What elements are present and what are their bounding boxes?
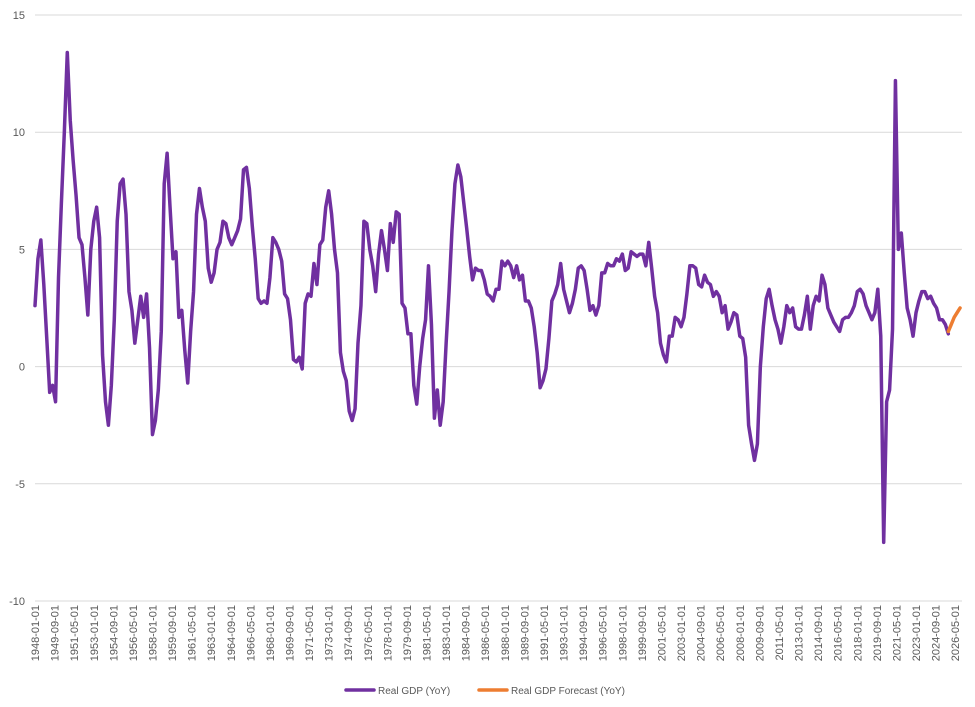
x-tick-label: 1968-01-01 — [265, 605, 277, 661]
x-tick-label: 2026-05-01 — [950, 605, 962, 661]
x-tick-label: 1996-05-01 — [598, 605, 610, 661]
x-tick-label: 2018-01-01 — [852, 605, 864, 661]
x-tick-label: 1983-01-01 — [441, 605, 453, 661]
x-tick-label: 1989-09-01 — [519, 605, 531, 661]
y-tick-label: 15 — [13, 10, 25, 22]
x-tick-label: 2016-05-01 — [833, 605, 845, 661]
series-line-1 — [946, 306, 962, 334]
x-tick-label: 1973-01-01 — [324, 605, 336, 661]
x-tick-label: 1986-05-01 — [480, 605, 492, 661]
x-tick-label: 2024-09-01 — [931, 605, 943, 661]
x-tick-label: 1961-05-01 — [187, 605, 199, 661]
x-tick-label: 2003-01-01 — [676, 605, 688, 661]
x-tick-label: 1969-09-01 — [285, 605, 297, 661]
x-tick-label: 1954-09-01 — [108, 605, 120, 661]
x-tick-label: 1959-09-01 — [167, 605, 179, 661]
x-tick-label: 1991-05-01 — [539, 605, 551, 661]
x-tick-label: 1963-01-01 — [206, 605, 218, 661]
x-axis-tick-labels: 1948-01-01 1949-09-01 1951-05-01 1953-01-01… — [30, 605, 962, 661]
x-tick-label: 1979-09-01 — [402, 605, 414, 661]
x-tick-label: 2004-09-01 — [696, 605, 708, 661]
x-tick-label: 1953-01-01 — [89, 605, 101, 661]
x-tick-label: 1981-05-01 — [422, 605, 434, 661]
x-tick-label: 1988-01-01 — [500, 605, 512, 661]
x-tick-label: 2006-05-01 — [715, 605, 727, 661]
legend-label: Real GDP (YoY) — [378, 686, 450, 697]
series-lines — [33, 50, 962, 545]
x-tick-label: 1998-01-01 — [617, 605, 629, 661]
series-line-0 — [33, 50, 951, 545]
x-tick-label: 2021-05-01 — [891, 605, 903, 661]
x-tick-label: 1966-05-01 — [245, 605, 257, 661]
x-tick-label: 1993-01-01 — [559, 605, 571, 661]
x-tick-label: 1976-05-01 — [363, 605, 375, 661]
y-tick-label: 5 — [19, 244, 25, 256]
x-tick-label: 1956-05-01 — [128, 605, 140, 661]
legend-label: Real GDP Forecast (YoY) — [511, 686, 625, 697]
x-tick-label: 2008-01-01 — [735, 605, 747, 661]
x-tick-label: 2014-09-01 — [813, 605, 825, 661]
y-tick-label: -10 — [9, 596, 25, 608]
x-tick-label: 1958-01-01 — [147, 605, 159, 661]
x-tick-label: 1971-05-01 — [304, 605, 316, 661]
x-tick-label: 1974-09-01 — [343, 605, 355, 661]
y-tick-label: 10 — [13, 127, 25, 139]
x-tick-label: 1951-05-01 — [69, 605, 81, 661]
y-tick-label: 0 — [19, 362, 25, 374]
x-tick-label: 2023-01-01 — [911, 605, 923, 661]
x-tick-label: 2019-09-01 — [872, 605, 884, 661]
legend: Real GDP (YoY) Real GDP Forecast (YoY) — [344, 686, 625, 697]
x-tick-label: 1984-09-01 — [461, 605, 473, 661]
x-tick-label: 2009-09-01 — [754, 605, 766, 661]
x-tick-label: 1949-09-01 — [50, 605, 62, 661]
gridlines — [35, 14, 962, 602]
x-tick-label: 1948-01-01 — [30, 605, 42, 661]
x-tick-label: 1978-01-01 — [382, 605, 394, 661]
x-tick-label: 2013-01-01 — [794, 605, 806, 661]
x-tick-label: 2001-05-01 — [656, 605, 668, 661]
x-tick-label: 1994-09-01 — [578, 605, 590, 661]
x-tick-label: 1964-09-01 — [226, 605, 238, 661]
y-axis-tick-labels: 15 10 5 0 -5 -10 — [9, 10, 25, 608]
x-tick-label: 2011-05-01 — [774, 605, 786, 660]
x-tick-label: 1999-09-01 — [637, 605, 649, 661]
y-tick-label: -5 — [15, 479, 25, 491]
